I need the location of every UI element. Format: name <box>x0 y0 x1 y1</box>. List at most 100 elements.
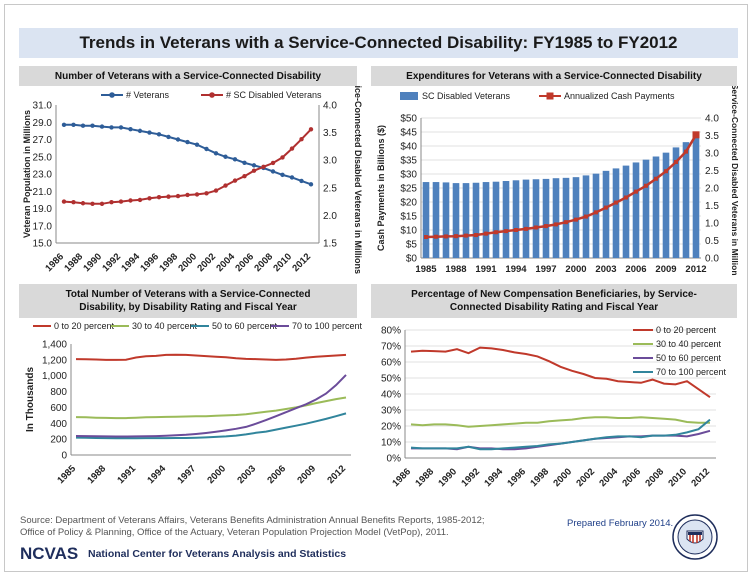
y-tick-label: 3.5 <box>705 131 719 142</box>
bar-sc-disabled <box>452 183 460 258</box>
x-tick-label: 2000 <box>551 466 574 489</box>
point-cash-payments <box>692 131 700 139</box>
point-sc-disabled <box>175 193 181 199</box>
x-tick-label: 1988 <box>62 251 85 274</box>
point-sc-disabled <box>213 188 219 193</box>
x-tick-label: 1996 <box>138 251 161 274</box>
x-tick-label: 2012 <box>685 264 706 275</box>
chart3-title: Total Number of Veterans with a Service-… <box>19 284 357 318</box>
point-cash-payments <box>564 220 568 225</box>
point-cash-payments <box>474 233 478 238</box>
bar-sc-disabled <box>492 181 500 258</box>
org-abbrev: NCVAS <box>20 544 79 563</box>
x-tick-label: 1994 <box>505 264 527 275</box>
legend-label: Annualized Cash Payments <box>564 91 675 101</box>
y-tick-label: 19.0 <box>33 204 53 215</box>
y-tick-label: $0 <box>406 254 418 265</box>
y-tick-label: 70% <box>381 342 401 353</box>
bar-sc-disabled <box>612 168 620 258</box>
y-tick-label: 27.0 <box>33 135 53 146</box>
point-sc-disabled <box>280 155 285 160</box>
point-cash-payments <box>524 226 528 231</box>
point-cash-payments <box>614 200 618 205</box>
point-cash-payments <box>574 217 578 222</box>
x-tick-label: 2002 <box>195 251 218 274</box>
series-cash-payments-line <box>425 134 698 239</box>
point-cash-payments <box>594 210 598 215</box>
x-tick-label: 2008 <box>643 466 666 489</box>
point-cash-payments <box>484 231 488 236</box>
x-tick-label: 1985 <box>415 264 437 275</box>
y-tick-label: 1,400 <box>42 340 67 351</box>
y-tick-label: $35 <box>400 156 417 167</box>
x-tick-label: 1990 <box>81 251 104 274</box>
series-50-to-60-percent-line <box>411 429 711 451</box>
point-veterans <box>109 125 114 130</box>
y-tick-label: $30 <box>400 170 417 181</box>
point-sc-disabled <box>128 198 133 203</box>
y-tick-label: 2.0 <box>705 184 719 195</box>
y-axis-title: In Thousands <box>25 367 36 432</box>
y-tick-label: $5 <box>406 240 418 251</box>
bar-sc-disabled <box>462 183 470 258</box>
bar-sc-disabled <box>602 170 610 258</box>
legend-label: 70 to 100 percent <box>656 367 727 377</box>
legend-label: 50 to 60 percent <box>656 353 722 363</box>
y2-axis-title: Service-Connected Disabled Veterans in M… <box>730 86 740 276</box>
legend-label: # SC Disabled Veterans <box>226 90 322 100</box>
y-tick-label: 200 <box>50 435 67 446</box>
x-tick-label: 2000 <box>565 264 586 275</box>
point-veterans <box>204 146 209 152</box>
x-tick-label: 2009 <box>295 463 318 486</box>
point-veterans <box>270 169 276 174</box>
y-tick-label: 2.5 <box>705 166 719 177</box>
source-line-2: Office of Policy & Planning, Office of t… <box>20 527 449 538</box>
bar-sc-disabled <box>682 142 690 258</box>
x-tick-label: 2003 <box>595 264 616 275</box>
x-tick-label: 1988 <box>413 466 436 489</box>
series-30-to-40-percent-line <box>410 416 710 428</box>
x-tick-label: 2000 <box>176 251 199 274</box>
point-veterans <box>99 124 105 129</box>
point-veterans <box>280 172 285 178</box>
point-sc-disabled <box>156 194 162 200</box>
y-tick-label: 31.0 <box>33 101 53 112</box>
x-tick-label: 1994 <box>119 251 142 274</box>
point-sc-disabled <box>147 196 152 201</box>
y-tick-label: 21.0 <box>33 187 53 198</box>
x-tick-label: 1994 <box>482 466 505 489</box>
point-sc-disabled <box>289 146 295 151</box>
y-axis-title: Cash Payments in Billions ($) <box>376 125 386 251</box>
point-veterans <box>118 125 124 130</box>
point-sc-disabled <box>232 178 238 183</box>
x-tick-label: 1998 <box>528 466 551 489</box>
y-tick-label: 800 <box>50 387 67 398</box>
point-cash-payments <box>534 225 538 230</box>
legend-label: 0 to 20 percent <box>54 321 115 331</box>
point-sc-disabled <box>90 201 95 207</box>
point-sc-disabled <box>204 191 209 196</box>
x-tick-label: 2006 <box>625 264 646 275</box>
point-veterans <box>232 157 238 162</box>
bar-sc-disabled <box>562 177 570 258</box>
point-sc-disabled <box>109 199 114 205</box>
legend-marker <box>546 92 554 100</box>
x-tick-label: 2004 <box>214 251 237 274</box>
point-veterans <box>289 175 295 180</box>
va-seal-icon <box>672 514 718 560</box>
point-veterans <box>90 123 95 128</box>
x-tick-label: 1986 <box>390 466 413 489</box>
y-tick-label: $15 <box>400 212 417 223</box>
x-tick-label: 2006 <box>233 251 256 274</box>
bar-sc-disabled <box>692 136 700 258</box>
series-50-to-60-percent-line <box>75 412 347 440</box>
x-tick-label: 1988 <box>445 264 466 275</box>
point-cash-payments <box>454 234 458 239</box>
y-tick-label: $10 <box>400 226 417 237</box>
bar-sc-disabled <box>522 179 530 258</box>
x-tick-label: 2006 <box>620 466 643 489</box>
y-tick-label: 50% <box>381 374 401 385</box>
point-veterans <box>223 154 228 159</box>
series-30-to-40-percent-line <box>75 396 347 420</box>
point-sc-disabled <box>61 199 67 204</box>
